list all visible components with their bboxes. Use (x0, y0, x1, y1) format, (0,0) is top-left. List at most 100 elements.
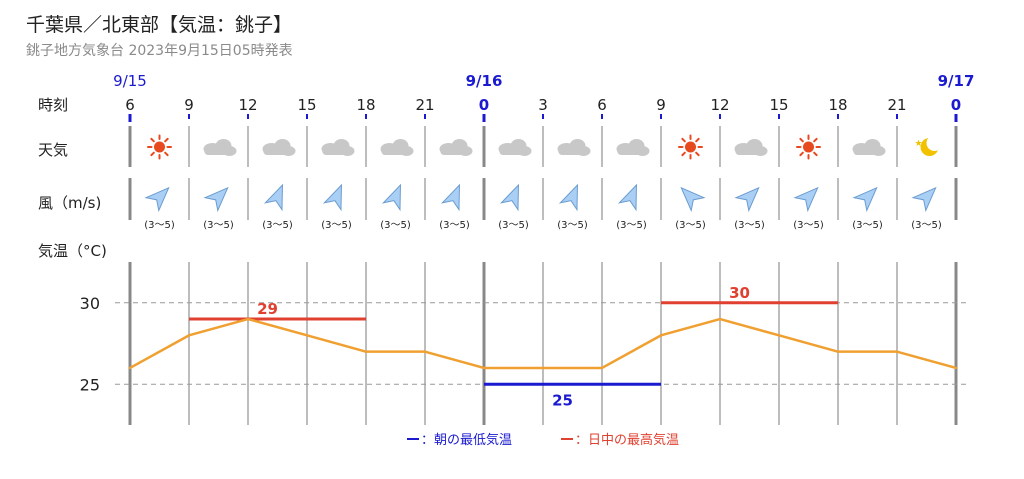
sun-icon-ray (695, 137, 700, 143)
date-label: 9/16 (466, 72, 503, 90)
y-tick-label: 30 (80, 294, 100, 313)
date-label: 9/15 (113, 72, 147, 90)
weather-icons: ★ (147, 134, 943, 160)
row-label-weather: 天気 (38, 141, 68, 159)
row-label-temperature: 気温（°C) (38, 242, 107, 260)
temperature-point (305, 334, 309, 337)
sun-icon-core (685, 141, 696, 153)
x-tick-label: 0 (951, 96, 961, 114)
x-tick-label: 15 (769, 96, 788, 114)
temperature-point (423, 350, 427, 353)
x-tick-label: 6 (597, 96, 607, 114)
wind-arrow-icon (499, 183, 519, 212)
x-tick-label: 18 (828, 96, 847, 114)
wind-arrow-icon (203, 186, 229, 213)
wind-arrows (144, 183, 937, 213)
wind-speed-label: (3〜5) (793, 220, 824, 231)
chart-text: 25 30 6 9 12 15 18 21 0 3 6 9 12 15 18 21 0 9/15 9/16 9/17 2… (80, 72, 975, 409)
sun-icon-ray (150, 137, 155, 143)
x-tick-label: 9 (184, 96, 194, 114)
moon-icon: ★ (915, 135, 943, 156)
x-tick-label: 21 (887, 96, 906, 114)
sun-icon-ray (164, 151, 169, 157)
sun-icon (678, 134, 703, 160)
x-tick-label: 12 (238, 96, 257, 114)
cloud-icon (498, 139, 532, 156)
wind-speed-label: (3〜5) (852, 220, 883, 231)
cloud-icon (380, 139, 414, 156)
wind-speed-label: (3〜5) (439, 220, 470, 231)
temperature-point (364, 350, 368, 353)
legend-min-label: ：朝の最低気温 (421, 432, 512, 448)
x-tick-label: 18 (356, 96, 375, 114)
cloud-icon (734, 139, 768, 156)
sun-icon-ray (681, 151, 686, 157)
wind-speed-label: (3〜5) (616, 220, 647, 231)
temperature-range-bars (189, 301, 838, 386)
wind-speed-label: (3〜5) (734, 220, 765, 231)
wind-speed-label: (3〜5) (675, 220, 706, 231)
temperature-point (895, 350, 899, 353)
wind-arrow-icon (852, 186, 878, 213)
sun-icon-ray (695, 151, 700, 157)
wind-arrow-icon (911, 186, 937, 213)
x-tick-label: 3 (538, 96, 548, 114)
grid-layer (115, 114, 966, 425)
wind-speed-label: (3〜5) (380, 220, 411, 231)
wind-speed-label: (3〜5) (262, 220, 293, 231)
legend: ：朝の最低気温 ：日中の最高気温 (407, 432, 679, 448)
x-tick-label: 15 (297, 96, 316, 114)
wind-arrow-icon (381, 183, 401, 212)
sun-icon-ray (150, 151, 155, 157)
wind-arrow-icon (617, 183, 637, 212)
wind-arrow-icon (322, 183, 342, 212)
y-tick-label: 25 (80, 375, 100, 394)
max-temp-label: 29 (257, 300, 278, 318)
sun-icon-ray (813, 151, 818, 157)
cloud-icon (321, 139, 355, 156)
x-tick-label: 0 (479, 96, 489, 114)
wind-arrow-icon (680, 186, 706, 213)
temperature-point (777, 334, 781, 337)
page-title: 千葉県／北東部【気温：銚子】 (26, 14, 293, 36)
star-icon: ★ (915, 139, 923, 149)
temperature-point (541, 366, 545, 370)
x-tick-label: 12 (710, 96, 729, 114)
temperature-point (836, 350, 840, 353)
wind-speed-label: (3〜5) (321, 220, 352, 231)
sun-icon (796, 134, 821, 160)
row-label-time: 時刻 (38, 96, 68, 114)
wind-speed-label: (3〜5) (498, 220, 529, 231)
wind-speed-label: (3〜5) (203, 220, 234, 231)
row-label-wind: 風（m/s) (38, 194, 101, 212)
wind-arrow-icon (793, 186, 819, 213)
cloud-icon (616, 139, 650, 156)
temperature-point (187, 334, 191, 337)
temperature-line-layer (128, 317, 958, 370)
x-tick-label: 9 (656, 96, 666, 114)
date-label: 9/17 (938, 72, 975, 90)
wind-speed-label: (3〜5) (144, 220, 175, 231)
x-tick-label: 6 (125, 96, 135, 114)
sun-icon-ray (813, 137, 818, 143)
cloud-icon (203, 139, 237, 156)
wind-speed-label: (3〜5) (911, 220, 942, 231)
sun-icon-ray (799, 137, 804, 143)
sun-icon-ray (799, 151, 804, 157)
temperature-point (600, 366, 604, 370)
temperature-point (128, 366, 132, 370)
temperature-point (954, 366, 958, 370)
min-temp-label: 25 (552, 391, 573, 409)
wind-arrow-icon (734, 186, 760, 213)
cloud-icon (439, 139, 473, 156)
sun-icon-core (154, 141, 165, 153)
temperature-point (718, 317, 722, 321)
sun-icon (147, 134, 172, 160)
wind-arrow-icon (144, 186, 170, 213)
temperature-point (246, 317, 250, 321)
legend-max-label: ：日中の最高気温 (575, 432, 679, 448)
cloud-icon (262, 139, 296, 156)
sun-icon-ray (681, 137, 686, 143)
wind-arrow-icon (558, 183, 578, 212)
